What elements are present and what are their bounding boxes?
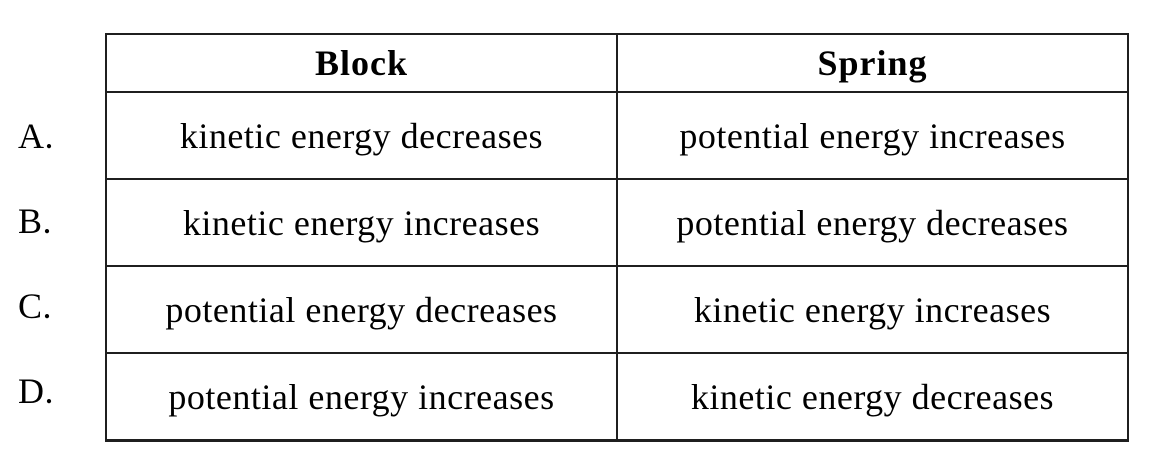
option-label-a: A. [18,115,54,156]
table-row-d: potential energy increases kinetic energ… [105,352,1129,442]
labels-header-spacer [18,33,105,93]
column-header-block: Block [105,33,618,93]
spring-cell-a: potential energy increases [616,91,1129,180]
spring-cell-d: kinetic energy decreases [616,352,1129,442]
answer-options-table: Block Spring kinetic energy decreases po… [105,33,1129,442]
block-cell-d: potential energy increases [105,352,618,442]
table-row-c: potential energy decreases kinetic energ… [105,265,1129,354]
spring-cell-c: kinetic energy increases [616,265,1129,354]
block-cell-b: kinetic energy increases [105,178,618,267]
column-header-spring: Spring [616,33,1129,93]
option-label-c: C. [18,285,53,326]
block-cell-c: potential energy decreases [105,265,618,354]
option-label-d: D. [18,370,54,411]
answer-choices-block: A. B. C. D. Block Spring kinetic energy … [0,33,1129,442]
table-header-row: Block Spring [105,33,1129,93]
option-label-b: B. [18,200,53,241]
table-row-a: kinetic energy decreases potential energ… [105,91,1129,180]
table-row-b: kinetic energy increases potential energ… [105,178,1129,267]
option-labels-column: A. B. C. D. [0,33,105,433]
block-cell-a: kinetic energy decreases [105,91,618,180]
spring-cell-b: potential energy decreases [616,178,1129,267]
